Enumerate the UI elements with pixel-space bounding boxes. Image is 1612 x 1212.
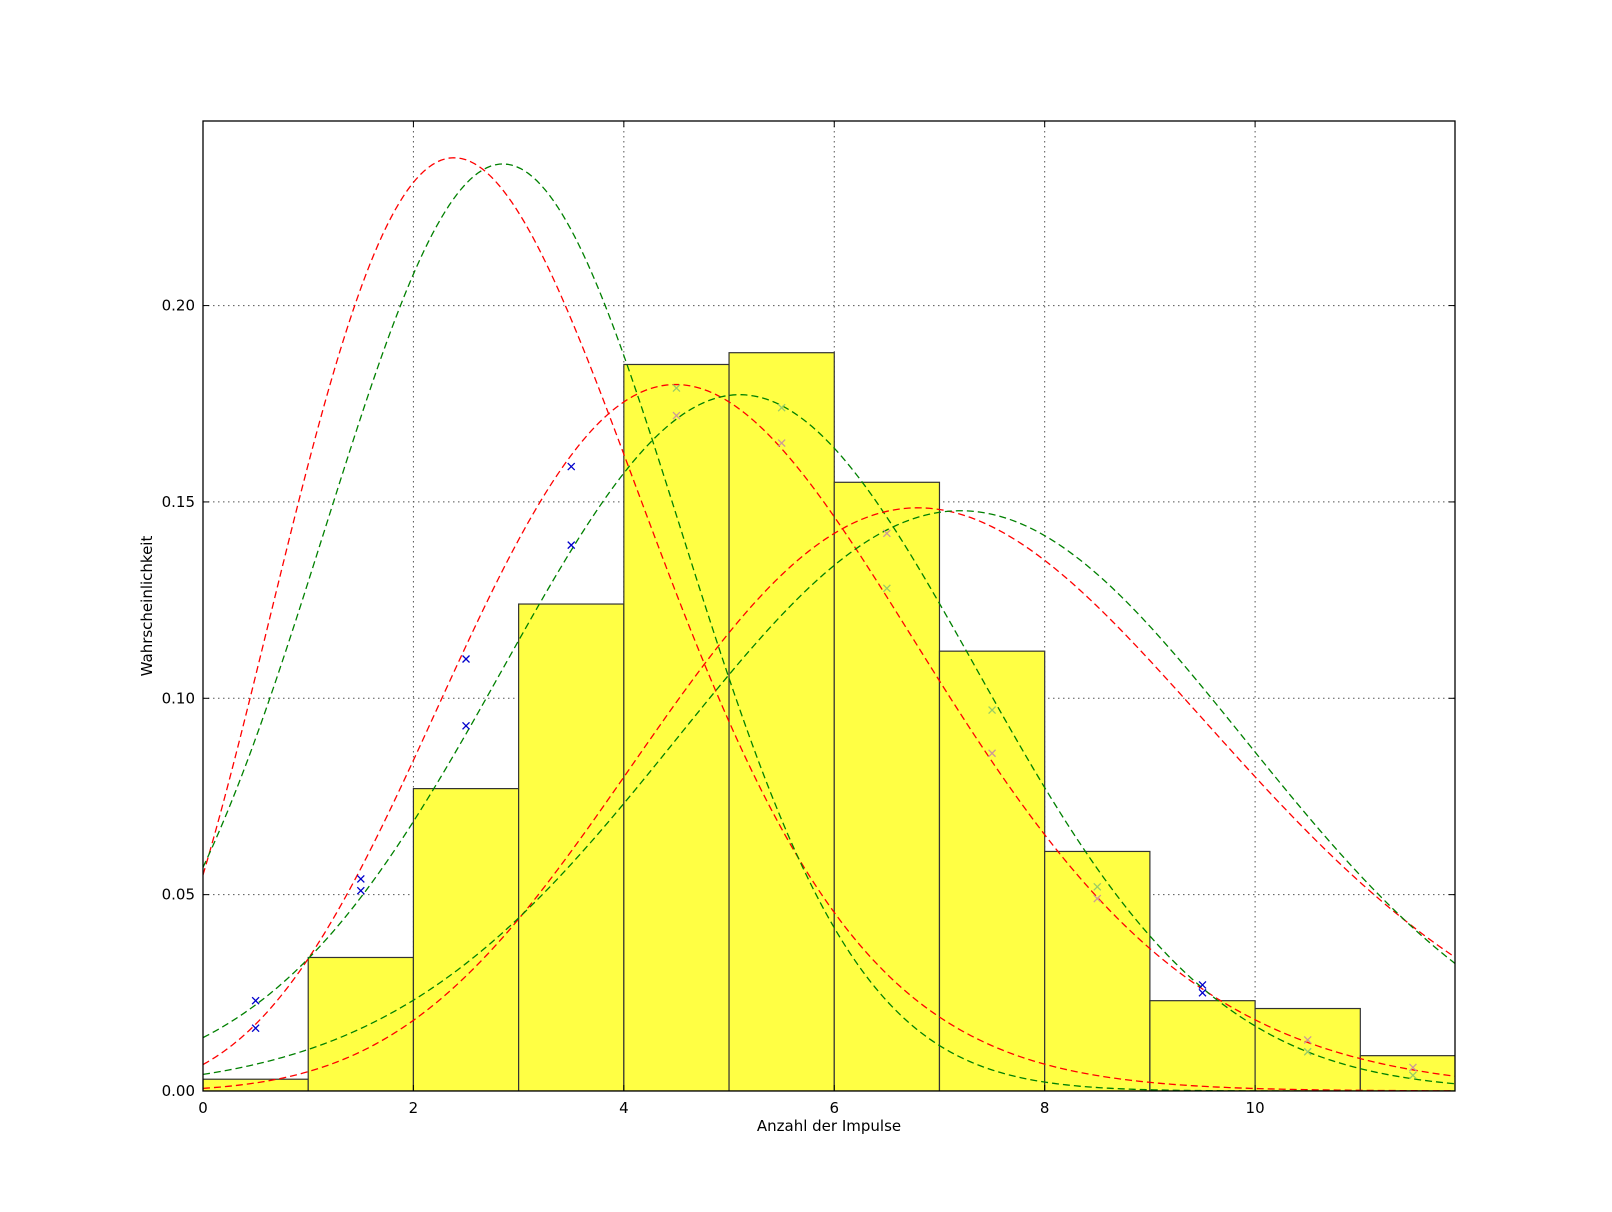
x-marker-stroke bbox=[251, 1024, 260, 1033]
x-marker-stroke bbox=[1198, 981, 1207, 989]
x-marker bbox=[1303, 1047, 1312, 1056]
x-marker bbox=[1093, 882, 1102, 891]
plot-frame bbox=[202, 120, 1456, 1092]
histogram-bar bbox=[728, 352, 835, 1091]
x-marker-stroke bbox=[1408, 1063, 1417, 1072]
x-marker-stroke bbox=[462, 721, 470, 730]
x-marker-stroke bbox=[882, 529, 891, 538]
y-tick-label: 0.00 bbox=[162, 1082, 195, 1100]
x-marker-stroke bbox=[567, 462, 576, 471]
y-tick-label: 0.10 bbox=[162, 689, 195, 707]
x-marker bbox=[462, 655, 470, 663]
x-marker bbox=[777, 439, 786, 447]
fit-curve bbox=[203, 157, 1455, 1091]
x-marker bbox=[462, 721, 470, 730]
x-marker-stroke bbox=[356, 886, 365, 895]
fit-curve bbox=[203, 507, 1455, 1089]
x-marker bbox=[672, 384, 681, 393]
y-axis-label: Wahrscheinlichkeit bbox=[138, 536, 156, 677]
fit-curve bbox=[203, 383, 1455, 1077]
x-tick-label: 8 bbox=[1040, 1099, 1050, 1117]
x-marker-stroke bbox=[777, 403, 786, 412]
histogram-bar bbox=[1149, 1000, 1256, 1091]
histogram-bar bbox=[833, 481, 941, 1091]
histogram-bar bbox=[518, 603, 625, 1091]
x-marker bbox=[356, 874, 365, 883]
histogram-bar bbox=[623, 363, 730, 1091]
x-marker bbox=[988, 749, 997, 758]
x-tick-label: 4 bbox=[619, 1099, 629, 1117]
histogram-bar bbox=[1254, 1007, 1361, 1091]
x-marker-stroke bbox=[1093, 894, 1102, 903]
x-marker bbox=[988, 706, 997, 715]
x-marker-stroke bbox=[672, 384, 681, 393]
x-axis-label: Anzahl der Impulse bbox=[757, 1117, 901, 1135]
x-marker-stroke bbox=[356, 874, 365, 883]
y-tick-label: 0.05 bbox=[162, 886, 195, 904]
x-marker-stroke bbox=[1093, 882, 1102, 891]
x-marker bbox=[882, 584, 891, 593]
x-marker bbox=[567, 541, 576, 550]
histogram-bar bbox=[412, 788, 520, 1091]
x-marker-stroke bbox=[462, 655, 470, 663]
x-tick-label: 10 bbox=[1246, 1099, 1265, 1117]
x-marker-stroke bbox=[777, 439, 786, 447]
x-marker-stroke bbox=[1303, 1035, 1312, 1044]
histogram-bar bbox=[307, 956, 415, 1091]
x-marker bbox=[1408, 1071, 1417, 1080]
x-tick-label: 6 bbox=[829, 1099, 839, 1117]
x-tick-label: 2 bbox=[409, 1099, 419, 1117]
x-marker-stroke bbox=[1303, 1047, 1312, 1056]
x-marker-stroke bbox=[672, 411, 681, 420]
histogram-bars bbox=[203, 352, 1455, 1091]
fit-curves bbox=[203, 157, 1455, 1091]
y-tick-label: 0.20 bbox=[162, 297, 195, 315]
x-marker bbox=[251, 996, 260, 1005]
x-tick-label: 0 bbox=[198, 1099, 208, 1117]
fit-curve bbox=[203, 394, 1455, 1085]
x-marker bbox=[882, 529, 891, 538]
x-marker bbox=[1303, 1035, 1312, 1044]
x-marker bbox=[356, 886, 365, 895]
x-marker-stroke bbox=[988, 749, 997, 758]
histogram-bar bbox=[1044, 850, 1151, 1091]
x-marker-stroke bbox=[251, 996, 260, 1005]
y-tick-label: 0.15 bbox=[162, 493, 195, 511]
x-marker-stroke bbox=[882, 584, 891, 593]
histogram-bar bbox=[938, 650, 1046, 1091]
x-marker bbox=[672, 411, 681, 420]
x-marker bbox=[1198, 981, 1207, 989]
x-marker-stroke bbox=[567, 541, 576, 550]
x-marker-stroke bbox=[1198, 988, 1207, 997]
histogram-bar bbox=[203, 1078, 309, 1091]
x-marker bbox=[567, 462, 576, 471]
histogram-bar bbox=[1359, 1055, 1455, 1091]
data-markers bbox=[251, 384, 1417, 1080]
axis-ticks: 0 2 4 6 8 10 0.00 0.05 0.10 0.15 0.20 bbox=[162, 121, 1455, 1117]
fit-curve bbox=[203, 510, 1455, 1076]
x-marker-stroke bbox=[1408, 1071, 1417, 1080]
x-marker bbox=[1198, 988, 1207, 997]
x-marker bbox=[1408, 1063, 1417, 1072]
x-marker bbox=[1093, 894, 1102, 903]
x-marker-stroke bbox=[988, 706, 997, 715]
x-marker bbox=[777, 403, 786, 412]
x-marker bbox=[251, 1024, 260, 1033]
